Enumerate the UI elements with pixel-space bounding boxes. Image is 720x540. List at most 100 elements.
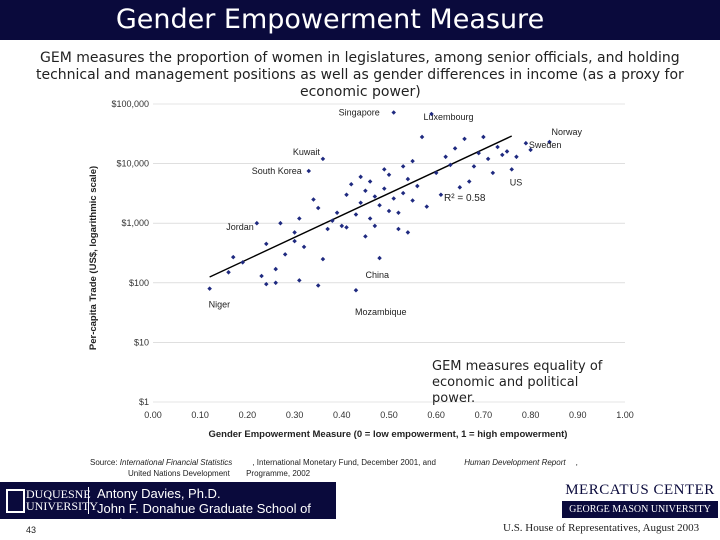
point-label: Jordan [226,222,254,232]
data-point [495,144,500,150]
data-point [207,286,212,291]
data-point [306,168,312,174]
source-undp: United Nations Development [128,469,230,478]
footer-divider [88,487,89,514]
data-point [452,146,458,151]
data-point [457,185,463,190]
data-point [282,252,288,257]
annotation-line: economic and political [432,375,578,390]
data-point [405,176,411,182]
x-tick-label: 0.30 [286,410,304,420]
data-point [391,110,396,115]
data-point [344,192,349,198]
data-point [344,225,349,230]
data-point [400,190,406,196]
subtitle-line-1: GEM measures the proportion of women in … [40,50,680,66]
data-point [358,174,363,180]
data-point [396,210,401,215]
point-label: Mozambique [355,307,407,317]
data-point [273,266,278,272]
data-point [292,238,297,244]
venue-reference: U.S. House of Representatives, August 20… [503,522,700,534]
x-tick-label: 0.00 [144,410,162,420]
point-label: Sweden [529,140,562,150]
x-tick-label: 0.40 [333,410,351,420]
data-point [433,170,439,176]
data-point [358,200,363,206]
data-point [415,183,420,189]
source-hdr: Human Development Report [464,458,566,467]
tick-layer: $1 $10 $100 $1,000 $10,000 $100,000 0.00 0.10 0.… [111,99,633,420]
data-point [419,134,425,140]
source-ifs: International Financial Statistics [119,458,233,467]
data-point [315,205,321,211]
source-programme: Programme [246,469,288,478]
data-point [363,188,368,194]
source-prefix: Source: [90,458,120,467]
grid-layer [153,103,625,403]
x-tick-label: 0.90 [569,410,587,420]
data-point [410,158,415,164]
point-label: Kuwait [293,147,321,157]
data-point [504,149,510,154]
data-point [292,230,297,235]
data-point [353,287,359,293]
x-axis-label: Gender Empowerment Measure (0 = low empo… [209,429,568,440]
data-point [363,234,368,239]
data-point [400,164,406,169]
duquesne-wordmark: DUQUESNE UNIVERSITY [26,487,98,513]
x-tick-label: 1.00 [616,410,634,420]
point-label: Niger [209,300,231,310]
data-point [481,134,486,140]
data-point [462,136,467,142]
data-point [348,182,354,187]
data-point [438,192,444,198]
data-point [405,230,411,235]
data-point [424,204,430,209]
data-point [264,241,269,247]
data-point [367,179,373,184]
point-label: China [366,270,390,280]
point-label: US [510,177,523,187]
data-point [490,170,496,176]
y-tick-label: $100,000 [111,99,149,109]
data-point [382,186,387,191]
data-point [259,273,264,279]
data-point [278,220,283,226]
data-point [334,210,340,215]
data-point [386,208,392,214]
source-tail: , [575,458,578,467]
data-point [523,140,529,146]
presenter-info: Antony Davies, Ph.D. John F. Donahue Gra… [97,486,311,531]
page-number: 43 [26,525,37,535]
data-point [297,278,302,283]
data-point [514,154,519,160]
subtitle-line-2: technical and management positions as we… [36,67,684,83]
data-point [509,167,514,172]
point-label: Singapore [339,108,380,118]
data-point [377,202,382,208]
label-layer: Singapore Luxembourg Norway Sweden Kuwait Sou… [209,108,583,318]
source-year: , 2002 [287,469,311,478]
data-point [230,254,236,260]
data-point [315,283,321,288]
title-bar: Gender Empowerment Measure [0,0,720,40]
y-axis-label: Per-capita Trade (US$, logarithmic scale… [88,166,99,350]
slide-title: Gender Empowerment Measure [115,4,545,35]
mercatus-top: MERCATUS CENTER [565,482,715,498]
data-point [443,154,448,160]
data-point [320,256,326,262]
data-point [372,223,378,229]
data-point [377,255,382,261]
data-point [330,218,335,223]
data-point [320,156,326,162]
y-tick-label: $10 [134,337,149,347]
data-point [264,281,269,287]
data-point [466,179,472,184]
data-point [301,244,307,250]
point-label: South Korea [252,166,302,176]
data-point [500,152,505,158]
point-layer [207,110,552,293]
y-tick-label: $100 [129,278,149,288]
